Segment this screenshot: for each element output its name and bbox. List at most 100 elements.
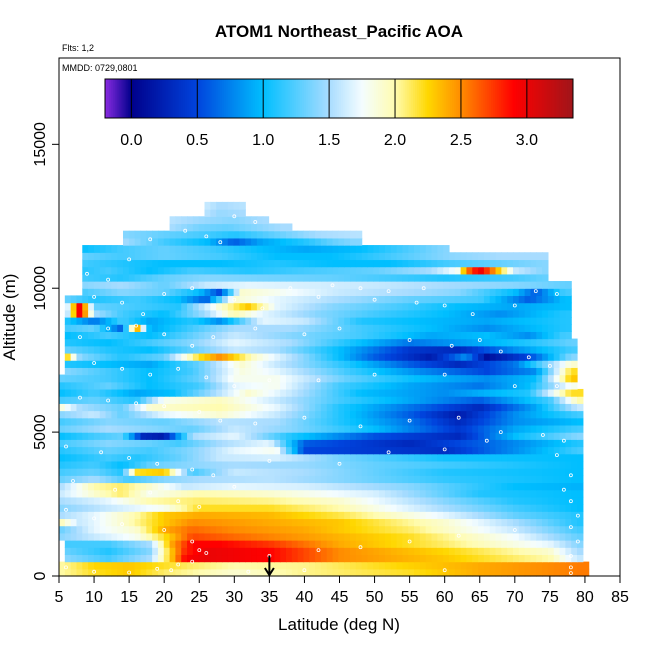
heatmap-cell [88, 561, 95, 570]
heatmap-cell [187, 309, 194, 318]
heatmap-cell [297, 352, 305, 361]
heatmap-cell [157, 489, 165, 498]
colorbar-swatch [516, 79, 519, 118]
heatmap-cell [157, 424, 165, 433]
colorbar-swatch [153, 79, 157, 118]
heatmap-cell [518, 424, 526, 433]
heatmap-cell [390, 540, 398, 548]
heatmap-cell [268, 223, 275, 232]
heatmap-cell [181, 453, 188, 462]
heatmap-cell [297, 295, 305, 304]
heatmap-cell [280, 302, 287, 311]
heatmap-cell [181, 245, 188, 253]
heatmap-cell [536, 540, 543, 548]
heatmap-cell [565, 288, 572, 297]
heatmap-cell [76, 396, 83, 404]
heatmap-cell [530, 259, 537, 268]
heatmap-cell [390, 309, 398, 318]
heatmap-cell [152, 245, 159, 253]
heatmap-cell [152, 453, 159, 462]
heatmap-cell [163, 540, 171, 548]
heatmap-cell [117, 532, 124, 541]
heatmap-cell [181, 511, 188, 520]
colorbar-swatch [319, 79, 322, 118]
heatmap-cell [256, 525, 264, 534]
heatmap-cell [414, 518, 421, 527]
sample-point [569, 554, 573, 558]
heatmap-cell [99, 532, 107, 541]
heatmap-cell [524, 302, 532, 311]
heatmap-cell [111, 288, 118, 297]
heatmap-cell [146, 468, 153, 476]
colorbar-swatch [309, 79, 313, 118]
heatmap-cell [408, 468, 415, 476]
sample-point [576, 539, 580, 544]
heatmap-cell [373, 352, 380, 361]
heatmap-cell [175, 237, 182, 246]
colorbar-swatch [198, 79, 202, 118]
heatmap-cell [204, 309, 211, 318]
heatmap-cell [559, 511, 566, 520]
heatmap-cell [198, 561, 206, 570]
heatmap-cell [472, 259, 479, 268]
heatmap-cell [221, 259, 229, 268]
heatmap-cell [344, 381, 351, 390]
heatmap-cell [105, 489, 112, 498]
sample-point [267, 378, 272, 383]
heatmap-cell [233, 252, 241, 261]
heatmap-cell [303, 259, 310, 268]
heatmap-cell [169, 439, 177, 448]
heatmap-cell [233, 432, 241, 440]
heatmap-cell [303, 417, 310, 426]
heatmap-cell [187, 252, 194, 261]
heatmap-cell [332, 403, 339, 412]
heatmap-cell [117, 547, 124, 556]
heatmap-cell [425, 453, 433, 462]
heatmap-cell [297, 403, 305, 412]
heatmap-cell [245, 266, 252, 275]
colorbar-swatch [108, 79, 112, 118]
colorbar-swatch [286, 79, 289, 118]
heatmap-cell [460, 259, 468, 268]
heatmap-cell [507, 259, 514, 268]
heatmap-cell [285, 374, 293, 383]
heatmap-cell [82, 547, 89, 556]
heatmap-cell [256, 302, 264, 311]
heatmap-cell [338, 295, 345, 304]
heatmap-cell [169, 489, 177, 498]
heatmap-cell [285, 309, 293, 318]
heatmap-cell [111, 475, 118, 484]
heatmap-cell [414, 324, 421, 332]
heatmap-cell [437, 381, 444, 390]
heatmap-cell [466, 540, 473, 548]
heatmap-cell [280, 561, 287, 570]
heatmap-cell [251, 281, 258, 289]
heatmap-cell [547, 396, 555, 404]
heatmap-cell [233, 547, 241, 556]
heatmap-cell [361, 475, 369, 484]
heatmap-cell [460, 338, 468, 347]
heatmap-cell [344, 352, 351, 361]
heatmap-cell [402, 252, 409, 261]
heatmap-cell [408, 540, 415, 548]
heatmap-cell [355, 266, 363, 275]
heatmap-cell [350, 561, 357, 570]
heatmap-cell [495, 360, 502, 368]
heatmap-cell [140, 396, 147, 404]
heatmap-cell [256, 367, 264, 376]
sample-point [190, 539, 195, 544]
heatmap-cell [198, 266, 206, 275]
heatmap-cell [64, 489, 72, 498]
heatmap-cell [134, 338, 142, 347]
heatmap-cell [245, 554, 252, 563]
heatmap-cell [309, 561, 316, 570]
heatmap-cell [326, 432, 334, 440]
heatmap-cell [483, 281, 491, 289]
sample-point [148, 237, 153, 242]
heatmap-cell [268, 360, 275, 368]
heatmap-cell [454, 266, 462, 275]
heatmap-cell [315, 367, 322, 376]
heatmap-cell [530, 352, 537, 361]
heatmap-cell [233, 295, 241, 304]
heatmap-cell [123, 460, 130, 469]
